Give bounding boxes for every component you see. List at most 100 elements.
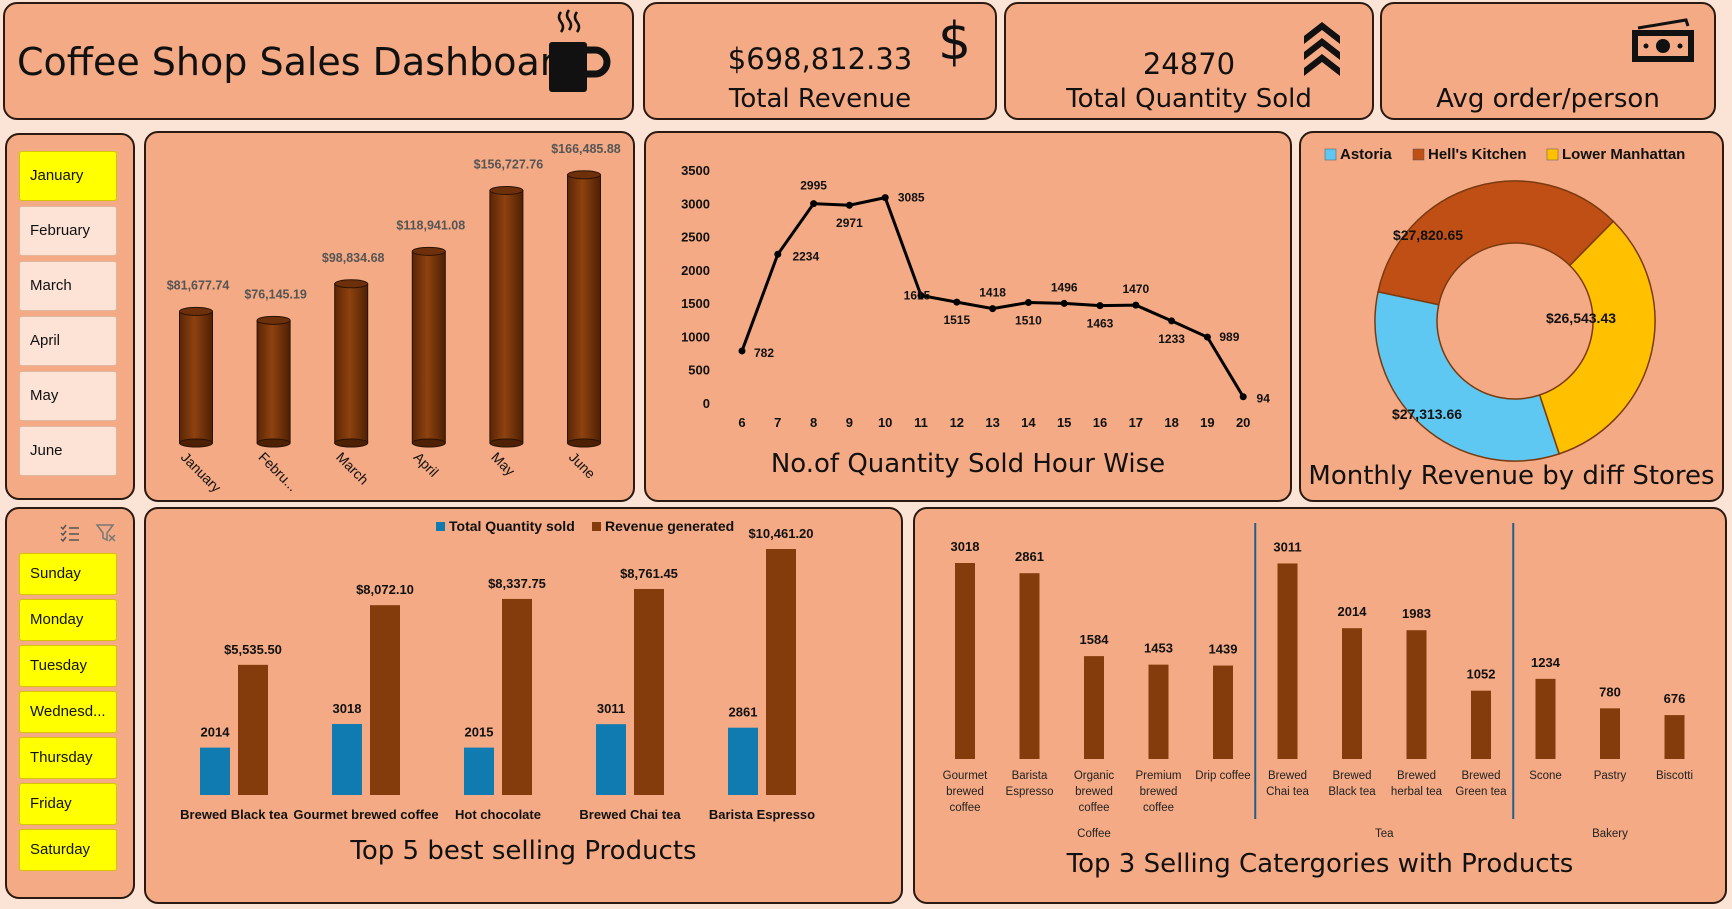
kpi-value: $698,812.33 xyxy=(727,42,913,76)
category-product-label: Green tea xyxy=(1455,786,1507,798)
day-slicer-item[interactable]: Friday xyxy=(19,783,117,825)
line-point-label: 782 xyxy=(754,346,774,360)
line-point-label: 94 xyxy=(1257,392,1271,406)
x-tick-label: 8 xyxy=(810,415,817,430)
category-product-label: Organic xyxy=(1074,770,1115,782)
category-product-label: Chai tea xyxy=(1266,786,1309,798)
x-tick-label: 16 xyxy=(1093,415,1107,430)
line-point xyxy=(1239,393,1247,401)
category-product-label: Gourmet xyxy=(943,770,989,782)
category-product-bar xyxy=(1084,656,1104,759)
line-point xyxy=(1168,317,1176,325)
line-point xyxy=(1096,302,1104,310)
category-product-value: 780 xyxy=(1599,684,1621,699)
y-tick-label: 3500 xyxy=(681,163,710,178)
month-slicer-item[interactable]: April xyxy=(19,316,117,366)
hourly-chart-title: No.of Quantity Sold Hour Wise xyxy=(770,449,1166,479)
line-point xyxy=(1024,298,1032,306)
monthly-bar xyxy=(256,315,291,448)
legend-entry: Astoria xyxy=(1324,146,1392,163)
monthly-category-label: January xyxy=(178,449,225,496)
y-tick-label: 1000 xyxy=(681,329,710,344)
category-product-label: Brewed xyxy=(1268,770,1307,782)
top5-chart-title: Top 5 best selling Products xyxy=(350,836,697,866)
month-slicer-item[interactable]: May xyxy=(19,371,117,421)
legend-entry: Lower Manhattan xyxy=(1546,146,1685,163)
monthly-bar-label: $98,834.68 xyxy=(322,251,385,265)
revenue-bar xyxy=(370,605,400,795)
month-slicer-item[interactable]: January xyxy=(19,151,117,201)
pie-slice xyxy=(1377,180,1615,306)
line-point xyxy=(1203,333,1211,341)
quantity-bar-label: 2861 xyxy=(729,705,758,720)
line-point xyxy=(774,250,782,258)
category-products-chart: 3018 Gourmet brewed coffee 2861 Barista Espres… xyxy=(913,507,1727,904)
quantity-bar xyxy=(332,724,362,795)
monthly-category-label: June xyxy=(566,449,599,482)
month-slicer-item[interactable]: February xyxy=(19,206,117,256)
y-tick-label: 3000 xyxy=(681,196,710,211)
revenue-bar xyxy=(634,588,664,795)
monthly-bar xyxy=(567,170,601,448)
product-category-label: Gourmet brewed coffee xyxy=(293,807,438,822)
day-slicer-item[interactable]: Saturday xyxy=(19,829,117,871)
quantity-bar-label: 2015 xyxy=(465,725,494,740)
category-product-value: 3018 xyxy=(951,539,980,554)
y-tick-label: 500 xyxy=(688,363,710,378)
category-product-value: 1453 xyxy=(1144,641,1173,656)
line-point xyxy=(989,305,997,313)
line-point xyxy=(917,291,925,299)
monthly-bar-label: $76,145.19 xyxy=(244,287,307,301)
legend-entry: Revenue generated xyxy=(592,518,734,534)
pie-slice-label: $27,313.66 xyxy=(1392,406,1462,422)
x-tick-label: 11 xyxy=(914,415,928,430)
line-point-label: 1496 xyxy=(1051,280,1078,294)
line-point-label: 1463 xyxy=(1087,317,1114,331)
category-product-value: 1983 xyxy=(1402,606,1431,621)
multi-select-icon[interactable] xyxy=(59,523,81,543)
day-slicer-item[interactable]: Monday xyxy=(19,599,117,641)
x-tick-label: 7 xyxy=(774,415,781,430)
header-panel: Coffee Shop Sales Dashboard xyxy=(3,2,634,120)
category-group-label: Coffee xyxy=(1077,828,1111,840)
quantity-bar-label: 3018 xyxy=(333,701,362,716)
monthly-category-label: March xyxy=(333,449,372,488)
monthly-bar xyxy=(334,279,369,448)
line-point-label: 1470 xyxy=(1122,282,1149,296)
quantity-bar-label: 2014 xyxy=(201,725,231,740)
line-point xyxy=(881,194,889,202)
category-product-label: herbal tea xyxy=(1391,786,1443,798)
y-tick-label: 2500 xyxy=(681,230,710,245)
pie-slice-label: $27,820.65 xyxy=(1393,227,1463,243)
day-slicer-item[interactable]: Tuesday xyxy=(19,645,117,687)
kpi-label: Total Revenue xyxy=(728,84,912,114)
category-product-value: 3011 xyxy=(1273,539,1301,554)
legend-label: Astoria xyxy=(1340,146,1392,163)
line-point-label: 1510 xyxy=(1015,313,1042,327)
pie-slice-label: $26,543.43 xyxy=(1546,310,1616,326)
line-point xyxy=(738,347,746,355)
line-point-label: 989 xyxy=(1219,330,1239,344)
category-product-label: Pastry xyxy=(1594,770,1627,782)
line-point xyxy=(1060,299,1068,307)
pie-slice xyxy=(1538,220,1656,455)
kpi-total-revenue: $698,812.33 Total Revenue $ xyxy=(643,2,997,120)
clear-filter-icon[interactable] xyxy=(95,523,117,543)
day-slicer-item[interactable]: Wednesd... xyxy=(19,691,117,733)
x-tick-label: 17 xyxy=(1129,415,1143,430)
line-point xyxy=(1132,301,1140,309)
day-slicer-item[interactable]: Thursday xyxy=(19,737,117,779)
revenue-bar-label: $10,461.20 xyxy=(748,526,813,541)
line-point-label: 2971 xyxy=(836,216,863,230)
category-product-bar xyxy=(955,563,975,759)
quantity-bar xyxy=(464,747,494,795)
month-slicer-item[interactable]: March xyxy=(19,261,117,311)
monthly-bar-label: $166,485.88 xyxy=(551,142,621,156)
product-category-label: Hot chocolate xyxy=(455,807,541,822)
category-group-label: Bakery xyxy=(1592,828,1628,840)
product-category-label: Brewed Chai tea xyxy=(579,807,681,822)
line-point-label: 1615 xyxy=(904,288,931,302)
month-slicer-item[interactable]: June xyxy=(19,426,117,476)
day-slicer-item[interactable]: Sunday xyxy=(19,553,117,595)
hourly-quantity-svg: 0 500 1000 1500 2000 2500 3000 3500 6 7 8 9 10 11 12 13… xyxy=(681,163,1271,430)
